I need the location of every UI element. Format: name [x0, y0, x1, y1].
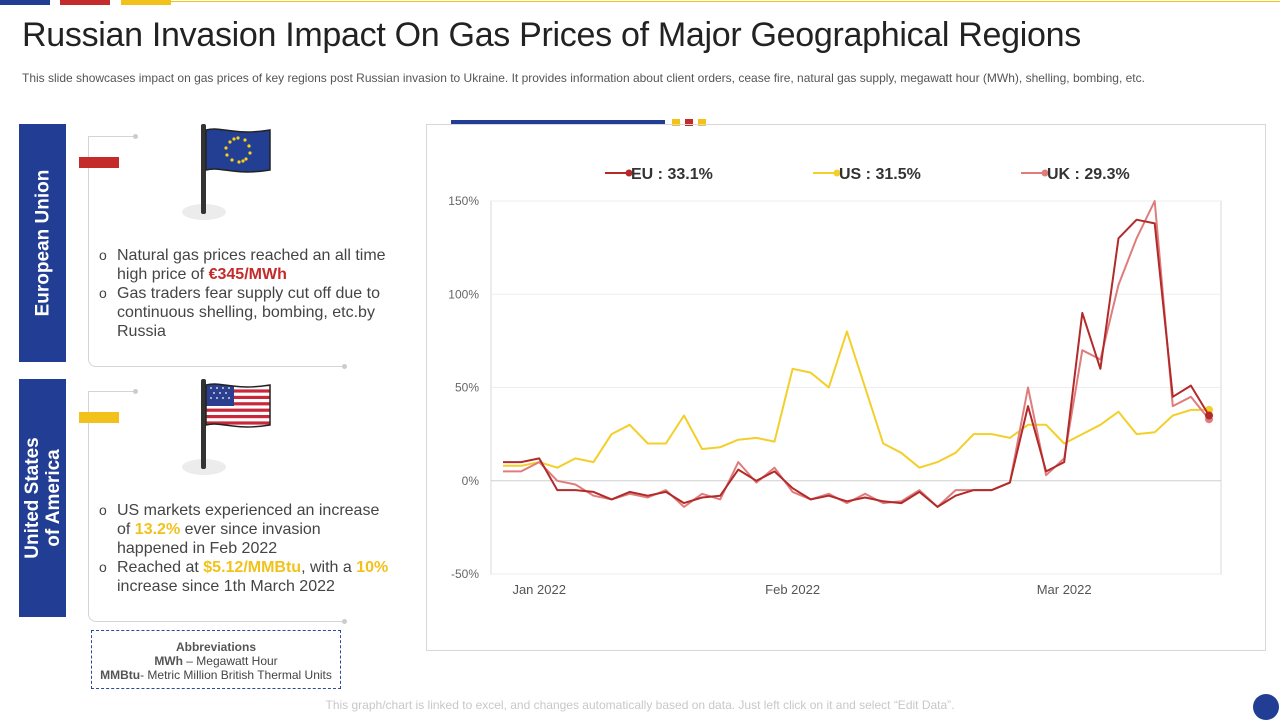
chart-top-accent-yellow-1 — [672, 119, 680, 126]
legend-swatch-dot-us — [833, 169, 841, 177]
eu-bracket-dot-bottom — [342, 364, 347, 369]
us-increase-highlight: 13.2% — [134, 521, 181, 538]
us-percent-highlight: 10% — [356, 559, 389, 576]
us-bracket-dot-top — [133, 389, 138, 394]
eu-bullet-price: Natural gas prices reached an all time h… — [96, 246, 396, 284]
us-bracket-top — [88, 391, 135, 392]
legend-swatch-dot-eu — [625, 169, 633, 177]
us-bullet-increase-pre: US markets experienced an increase of — [117, 502, 380, 538]
us-bullet-list: US markets experienced an increase of 13… — [96, 501, 396, 596]
corner-circle-decoration — [1253, 694, 1279, 720]
us-side-label: United States of America — [19, 379, 66, 617]
legend-label-eu: EU : 33.1% — [631, 166, 713, 183]
us-yellow-accent — [79, 412, 119, 423]
chart-container[interactable]: -50% 0% 50% 100% 150% Jan 2022 Feb 2022 Mar 202… — [426, 124, 1266, 651]
us-flag-icon — [178, 379, 274, 479]
eu-flag-icon — [178, 124, 274, 224]
abbr-mmbtu-term: MMBtu — [100, 668, 141, 682]
y-tick-label: 100% — [448, 287, 479, 301]
series-line-us — [503, 330, 1209, 469]
us-bracket — [88, 391, 345, 622]
x-tick-label: Feb 2022 — [765, 582, 820, 597]
eu-side-label: European Union — [19, 124, 66, 362]
page-subtitle: This slide showcases impact on gas price… — [22, 71, 1145, 85]
us-label-line1: United States — [21, 437, 43, 559]
eu-bracket-top — [88, 136, 135, 137]
eu-bullet-supply: Gas traders fear supply cut off due to c… — [96, 284, 396, 341]
top-accent-bar-yellow — [121, 0, 171, 5]
us-bullet-increase-post: ever since invasion happened in Feb 2022 — [117, 521, 321, 557]
us-bullet-price: Reached at $5.12/MMBtu, with a 10% incre… — [96, 558, 396, 596]
y-tick-label: 0% — [462, 474, 480, 488]
eu-bullet-list: Natural gas prices reached an all time h… — [96, 246, 396, 341]
eu-red-accent — [79, 157, 119, 168]
us-bullet-price-post: increase since 1th March 2022 — [117, 578, 335, 595]
x-tick-label: Jan 2022 — [512, 582, 566, 597]
chart-top-accent-red — [685, 119, 693, 126]
y-tick-label: -50% — [451, 567, 479, 581]
chart-top-accent-blue — [451, 120, 665, 125]
top-accent-bar-red — [60, 0, 110, 5]
top-accent-line — [171, 1, 1280, 2]
y-tick-label: 50% — [455, 381, 479, 395]
legend-label-uk: UK : 29.3% — [1047, 166, 1130, 183]
y-tick-label: 150% — [448, 194, 479, 208]
abbr-mwh-term: MWh — [154, 654, 183, 668]
chart-top-accent-yellow-2 — [698, 119, 706, 126]
eu-bullet-price-text: Natural gas prices reached an all time h… — [117, 247, 386, 283]
legend-swatch-dot-uk — [1041, 169, 1049, 177]
us-price-highlight: $5.12/MMBtu — [203, 559, 302, 576]
abbreviations-heading: Abbreviations — [175, 640, 256, 654]
abbreviations-box: Abbreviations MWh – Megawatt Hour MMBtu-… — [91, 630, 341, 689]
us-bullet-increase: US markets experienced an increase of 13… — [96, 501, 396, 558]
us-label-line2: of America — [42, 449, 64, 547]
us-label-text: United States of America — [22, 437, 64, 558]
footer-note: This graph/chart is linked to excel, and… — [325, 698, 955, 712]
top-accent-bar-blue — [0, 0, 50, 5]
eu-label-text: European Union — [32, 169, 53, 317]
series-line-eu — [503, 218, 1210, 508]
line-chart[interactable]: -50% 0% 50% 100% 150% Jan 2022 Feb 2022 Mar 202… — [427, 125, 1265, 650]
us-bullet-price-pre: Reached at — [117, 559, 204, 576]
abbr-mmbtu-def: - Metric Million British Thermal Units — [140, 668, 332, 682]
eu-price-highlight: €345/MWh — [208, 266, 287, 283]
eu-bracket-dot-top — [133, 134, 138, 139]
eu-bracket — [88, 136, 345, 367]
page-title: Russian Invasion Impact On Gas Prices of… — [22, 16, 1081, 54]
abbr-mwh-def: – Megawatt Hour — [182, 654, 278, 668]
legend-label-us: US : 31.5% — [839, 166, 921, 183]
series-end-marker-eu — [1205, 411, 1213, 420]
eu-bullet-supply-text: Gas traders fear supply cut off due to c… — [117, 285, 380, 340]
x-tick-label: Mar 2022 — [1037, 582, 1092, 597]
us-bracket-dot-bottom — [342, 619, 347, 624]
us-bullet-price-mid: , with a — [301, 559, 357, 576]
